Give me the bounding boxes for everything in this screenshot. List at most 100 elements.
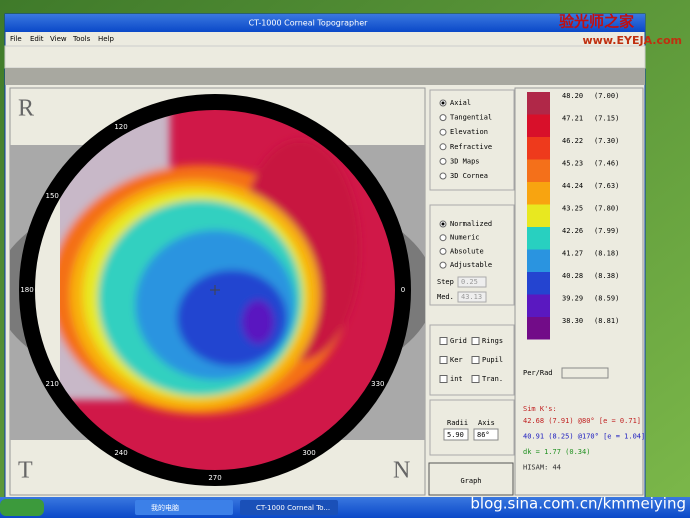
watermark: 验光师之家 <box>559 13 634 31</box>
radio-label: 3D Cornea <box>450 172 488 180</box>
scale-power: 41.27 <box>562 250 583 258</box>
radio-label: Axial <box>450 99 471 107</box>
field-label: Radii <box>447 419 468 427</box>
checkbox[interactable] <box>439 356 448 364</box>
checkbox-label: Pupil <box>482 356 503 364</box>
group-box <box>429 399 515 456</box>
angle-label: 270 <box>208 474 221 482</box>
scale-radius: (7.15) <box>594 115 619 123</box>
start-button[interactable] <box>0 499 44 516</box>
scale-swatch <box>527 159 550 182</box>
scale-radius: (8.38) <box>594 272 619 280</box>
radio-button[interactable] <box>439 172 447 180</box>
field-label: Med. <box>437 293 454 301</box>
menu-item[interactable]: File <box>10 35 22 43</box>
scale-swatch <box>527 137 550 160</box>
topography <box>34 109 360 420</box>
map: 120 150 180 210 240 270 300 330 0 <box>10 94 425 486</box>
radio-label: Numeric <box>450 234 480 242</box>
task-label: 我的电脑 <box>151 503 179 512</box>
per-rad-box <box>561 367 609 379</box>
scale-radius: (8.59) <box>594 295 619 303</box>
menu-item[interactable]: Tools <box>72 35 91 43</box>
group-box <box>429 204 515 306</box>
scale-power: 43.25 <box>562 205 583 213</box>
scale-swatch <box>527 92 550 115</box>
watermark: blog.sina.com.cn/kmmeiying <box>470 495 686 513</box>
graph-button[interactable] <box>428 462 514 496</box>
scale-power: 44.24 <box>562 182 583 190</box>
checkbox[interactable] <box>471 337 480 345</box>
button-label: Graph <box>460 477 481 485</box>
watermark: www.EYEJA.com <box>583 34 682 47</box>
corner-label: N <box>393 458 410 484</box>
input <box>457 291 487 303</box>
center-cross <box>210 285 220 295</box>
checkbox[interactable] <box>471 356 480 364</box>
scale-radius: (7.99) <box>594 227 619 235</box>
radio-label: Elevation <box>450 128 488 136</box>
angle-label: 210 <box>45 380 58 388</box>
field-label: Axis <box>478 419 495 427</box>
checkbox[interactable] <box>471 375 480 383</box>
radio-button[interactable] <box>439 128 447 136</box>
radio-dot <box>441 101 445 105</box>
simk-line: HISAM: 44 <box>523 464 561 472</box>
radio-button[interactable] <box>439 234 447 242</box>
scale-radius: (7.63) <box>594 182 619 190</box>
radio-button[interactable] <box>439 261 447 269</box>
task-label: CT-1000 Corneal To... <box>256 504 330 512</box>
radio-label: Tangential <box>450 114 492 122</box>
input-value: 5.90 <box>447 431 464 439</box>
scale-swatch <box>527 182 550 205</box>
radio-button[interactable] <box>439 114 447 122</box>
checkbox[interactable] <box>439 337 448 345</box>
toolbar <box>4 45 646 69</box>
task-button[interactable] <box>240 500 338 515</box>
radio-label: Adjustable <box>450 261 492 269</box>
input <box>443 428 469 441</box>
scale-power: 42.26 <box>562 227 583 235</box>
task-button[interactable] <box>135 500 233 515</box>
checkbox[interactable] <box>439 375 448 383</box>
angle-label: 330 <box>371 380 384 388</box>
scale-power: 39.29 <box>562 295 583 303</box>
scale-power: 38.30 <box>562 317 583 325</box>
input-value: 0.25 <box>461 278 478 286</box>
scale-swatch <box>527 317 550 340</box>
angle-label: 300 <box>302 449 315 457</box>
degree-ring <box>19 94 411 486</box>
menu-item[interactable]: Help <box>98 35 115 43</box>
scale-radius: (7.00) <box>594 92 619 100</box>
scale-swatch <box>527 249 550 272</box>
radio-button[interactable] <box>439 143 447 151</box>
angle-label: 180 <box>20 286 33 294</box>
simk-title: Sim K's: <box>523 405 557 413</box>
radio-button[interactable] <box>439 247 447 255</box>
simk-line: 42.68 (7.91) @80° [e = 0.71] <box>523 417 641 425</box>
input <box>457 276 487 288</box>
radio-button[interactable] <box>439 157 447 165</box>
menu-item[interactable]: Edit <box>30 35 44 43</box>
checkbox-label: Ker <box>450 356 463 364</box>
radio-label: Refractive <box>450 143 492 151</box>
menu-item[interactable]: View <box>50 35 67 43</box>
angle-label: 120 <box>114 123 127 131</box>
scale-power: 46.22 <box>562 137 583 145</box>
radio-dot <box>441 222 445 226</box>
scale-radius: (7.80) <box>594 205 619 213</box>
scale-radius: (7.46) <box>594 160 619 168</box>
checkbox-label: Rings <box>482 337 503 345</box>
scale-power: 47.21 <box>562 115 583 123</box>
scale-radius: (7.30) <box>594 137 619 145</box>
status-strip <box>5 68 645 85</box>
corner-label: T <box>18 458 33 484</box>
input-value: 86° <box>477 431 490 439</box>
scale-swatch <box>527 272 550 295</box>
simk-line: 40.91 (8.25) @170° [e = 1.04] <box>523 433 645 441</box>
field-label: Step <box>437 278 454 286</box>
radio-label: 3D Maps <box>450 157 480 165</box>
radio-label: Normalized <box>450 220 492 228</box>
